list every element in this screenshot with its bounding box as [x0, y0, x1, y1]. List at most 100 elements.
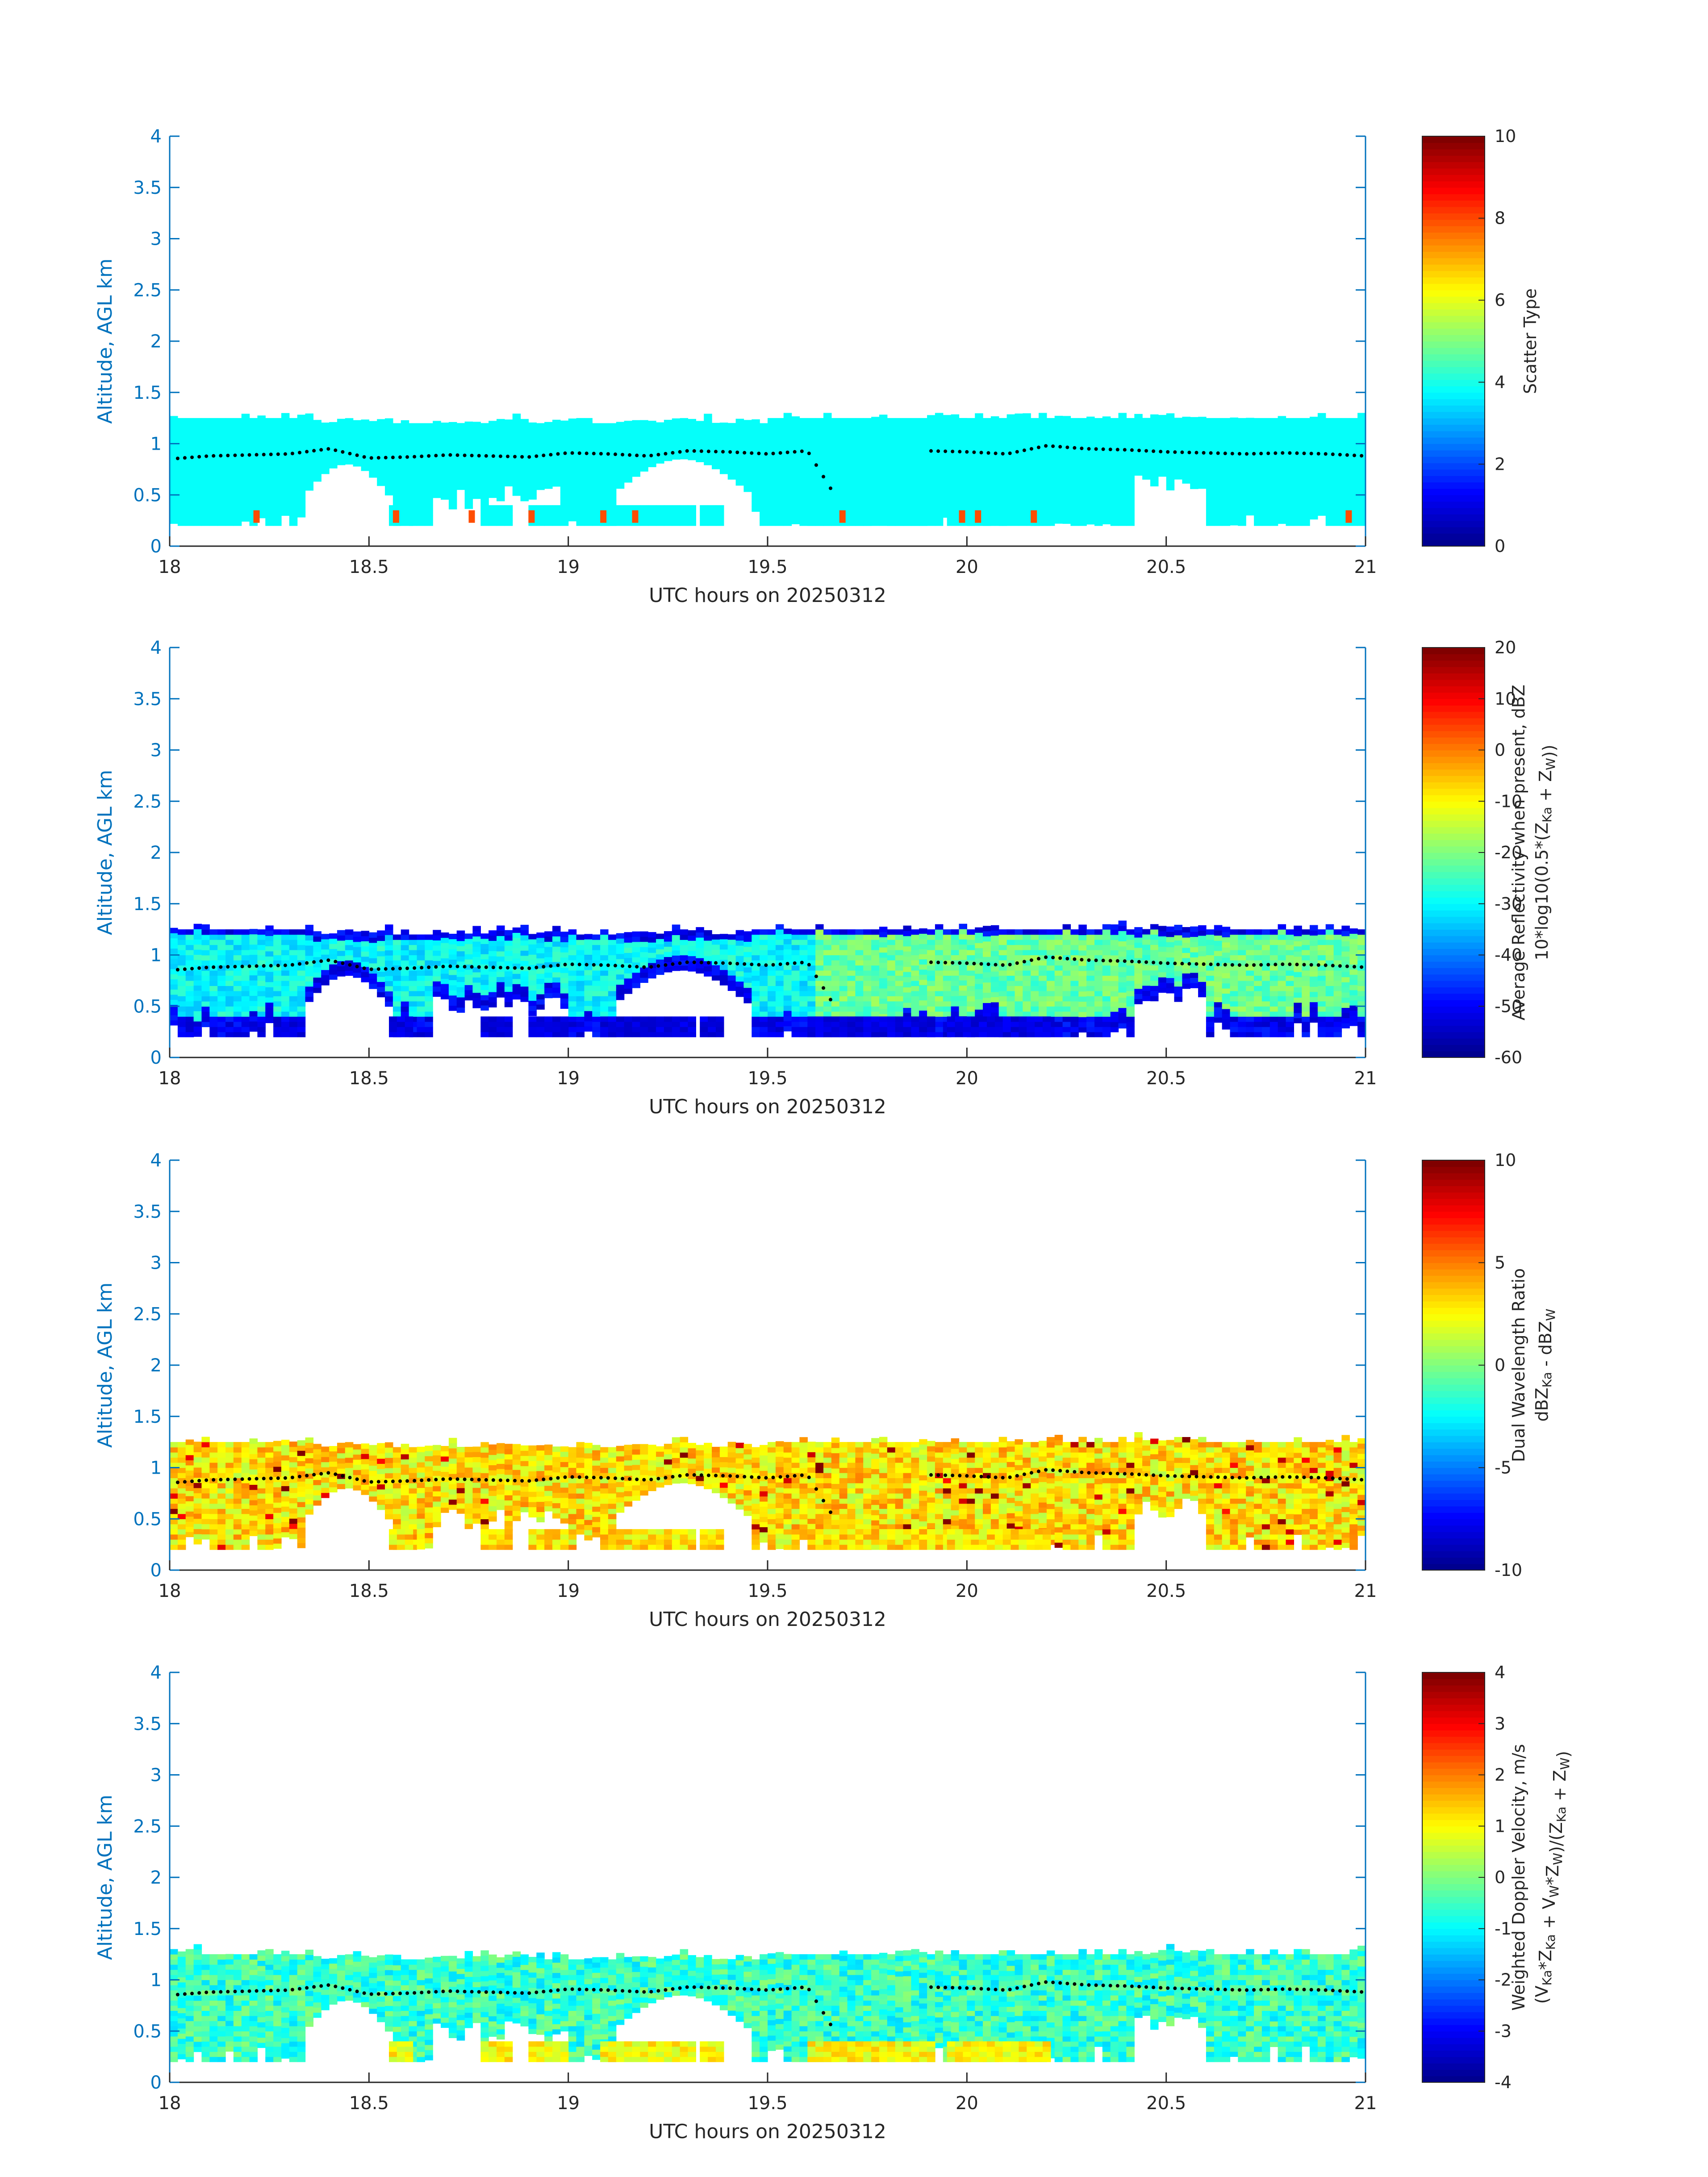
heatmap-cell: [1214, 418, 1223, 424]
heatmap-cell: [1015, 464, 1023, 470]
heatmap-cell: [624, 477, 633, 483]
heatmap-cell: [249, 485, 258, 490]
heatmap-cell: [353, 420, 362, 426]
heatmap-cell: [305, 950, 313, 956]
heatmap-cell: [1198, 417, 1207, 422]
heatmap-cell: [895, 515, 904, 521]
heatmap-cell: [624, 983, 633, 989]
heatmap-cell: [943, 461, 952, 467]
heatmap-cell: [193, 1006, 202, 1011]
heatmap-cell: [823, 423, 832, 429]
colorbar-segment: [1422, 507, 1485, 514]
heatmap-cell: [1278, 513, 1286, 519]
heatmap-cell: [760, 986, 768, 991]
heatmap-cell: [855, 1011, 864, 1017]
heatmap-cell: [743, 977, 752, 983]
heatmap-cell: [1150, 440, 1159, 446]
heatmap-cell: [170, 943, 178, 949]
heatmap-cell: [616, 515, 625, 521]
heatmap-cell: [1261, 423, 1270, 429]
heatmap-cell: [504, 481, 513, 487]
heatmap-cell: [879, 978, 888, 983]
heatmap-cell: [608, 439, 617, 444]
melting-layer-dot: [1309, 451, 1313, 455]
heatmap-cell: [305, 418, 313, 424]
heatmap-cell: [1006, 460, 1015, 466]
heatmap-cell: [815, 510, 824, 516]
heatmap-cell: [768, 996, 776, 1002]
heatmap-cell: [688, 429, 696, 435]
heatmap-cell: [947, 510, 956, 516]
colorbar-segment: [1422, 520, 1485, 527]
heatmap-cell: [289, 996, 298, 1002]
heatmap-cell: [441, 994, 449, 999]
heatmap-cell: [919, 954, 927, 960]
heatmap-cell: [345, 428, 354, 434]
heatmap-cell: [233, 1016, 242, 1022]
heatmap-cell: [743, 946, 752, 952]
heatmap-cell: [1310, 493, 1318, 499]
heatmap-cell: [1062, 518, 1071, 524]
heatmap-cell: [1039, 479, 1047, 485]
heatmap-cell: [289, 423, 298, 429]
heatmap-cell: [257, 497, 266, 503]
heatmap-cell: [664, 957, 672, 962]
heatmap-cell: [209, 500, 218, 506]
heatmap-cell: [1278, 436, 1286, 442]
heatmap-cell: [377, 429, 385, 435]
heatmap-cell: [783, 469, 792, 475]
heatmap-cell: [448, 954, 457, 960]
heatmap-cell: [241, 496, 250, 501]
heatmap-cell: [289, 944, 298, 950]
heatmap-cell: [592, 433, 601, 439]
heatmap-cell: [998, 469, 1007, 475]
heatmap-cell: [600, 474, 609, 480]
heatmap-cell: [879, 425, 888, 430]
heatmap-cell: [1094, 495, 1103, 501]
heatmap-cell: [807, 443, 816, 449]
heatmap-cell: [456, 459, 465, 464]
heatmap-cell: [193, 439, 202, 444]
heatmap-cell: [847, 418, 856, 424]
heatmap-cell: [959, 980, 967, 986]
heatmap-cell: [760, 474, 768, 480]
heatmap-cell: [289, 489, 298, 495]
heatmap-cell: [879, 420, 888, 426]
heatmap-cell: [281, 1032, 290, 1037]
heatmap-cell: [480, 990, 489, 995]
heatmap-cell: [185, 970, 194, 976]
heatmap-cell: [887, 439, 896, 444]
heatmap-cell: [1102, 426, 1111, 432]
heatmap-cell: [895, 996, 904, 1002]
heatmap-cell: [775, 439, 784, 444]
heatmap-cell: [727, 944, 736, 950]
heatmap-cell: [297, 491, 306, 497]
melting-layer-dot: [1001, 452, 1005, 455]
heatmap-cell: [887, 479, 896, 485]
melting-layer-dot: [699, 449, 703, 453]
heatmap-cell: [1222, 423, 1231, 429]
heatmap-cell: [273, 485, 282, 490]
heatmap-cell: [1222, 520, 1231, 526]
heatmap-cell: [568, 490, 577, 496]
melting-layer-dot: [1202, 451, 1206, 455]
heatmap-cell: [512, 927, 521, 933]
heatmap-cell: [855, 960, 864, 966]
colorbar-frame: [1422, 136, 1485, 547]
heatmap-cell: [608, 443, 617, 449]
heatmap-cell: [1349, 485, 1358, 490]
heatmap-cell: [823, 1006, 832, 1012]
heatmap-cell: [257, 441, 266, 447]
heatmap-cell: [998, 986, 1007, 991]
heatmap-cell: [951, 455, 960, 461]
heatmap-cell: [489, 986, 497, 992]
heatmap-cell: [895, 479, 904, 485]
heatmap-cell: [1341, 449, 1350, 455]
heatmap-cell: [624, 467, 633, 472]
heatmap-cell: [249, 995, 258, 1001]
heatmap-cell: [1086, 426, 1095, 432]
heatmap-cell: [1086, 498, 1095, 504]
melting-layer-dot: [642, 454, 646, 458]
heatmap-cell: [1206, 479, 1215, 485]
heatmap-cell: [170, 1020, 178, 1026]
